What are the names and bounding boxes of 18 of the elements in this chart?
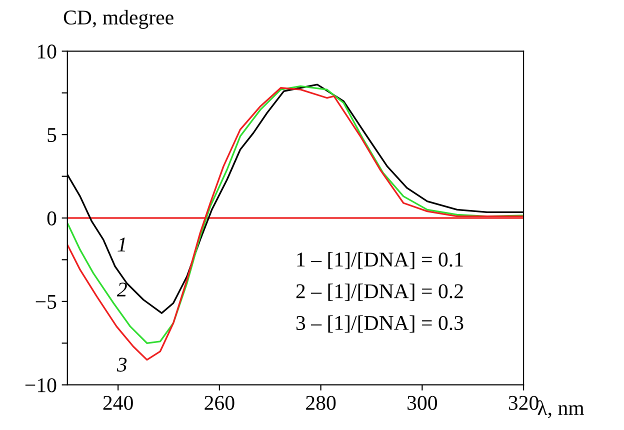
annotation: 2 – [1]/[DNA] = 0.2 — [296, 284, 463, 301]
y-tick-label: −5 — [36, 295, 56, 309]
y-tick-label: −10 — [25, 378, 56, 392]
x-tick-label: 320 — [508, 396, 538, 410]
annotation: 3 – [1]/[DNA] = 0.3 — [296, 315, 464, 333]
annotation: 1 – [1]/[DNA] = 0.1 — [297, 252, 463, 270]
y-axis-title: CD, mdegree — [64, 10, 174, 29]
y-tick-label: 10 — [38, 44, 56, 59]
x-tick-label: 240 — [103, 396, 133, 410]
annotation: 3 — [116, 358, 127, 372]
annotation: 1 — [118, 238, 126, 252]
annotation: 2 — [116, 282, 127, 296]
y-tick-label: 0 — [47, 211, 56, 226]
y-tick-label: 5 — [48, 128, 56, 142]
x-tick-label: 260 — [204, 396, 234, 410]
x-tick-label: 280 — [306, 396, 336, 410]
x-tick-label: 300 — [408, 396, 437, 410]
x-axis-title: λ, nm — [538, 400, 584, 418]
